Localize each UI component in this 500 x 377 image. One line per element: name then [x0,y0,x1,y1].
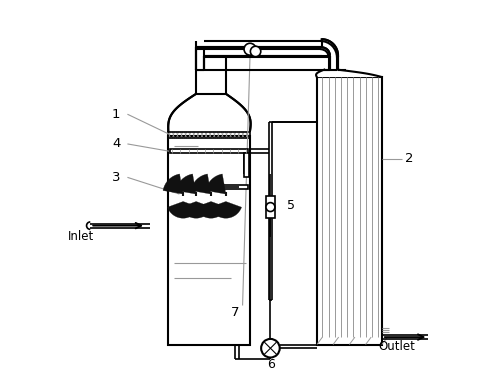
Wedge shape [180,201,212,218]
Text: Inlet: Inlet [68,230,94,243]
Circle shape [261,339,280,357]
Wedge shape [176,174,196,194]
Bar [168,132,250,138]
Bar [266,196,275,218]
Wedge shape [191,174,211,194]
Bar [317,77,382,345]
Polygon shape [196,48,338,70]
Text: 4: 4 [112,138,120,150]
Wedge shape [206,174,226,194]
Wedge shape [168,201,199,218]
Text: 1: 1 [112,108,120,121]
Circle shape [244,43,256,55]
Bar [196,70,226,94]
Polygon shape [168,94,250,131]
Bar [244,153,250,177]
Circle shape [250,46,261,57]
Circle shape [266,202,275,211]
Bar [170,149,248,153]
Polygon shape [316,70,382,77]
Text: 6: 6 [268,359,276,371]
Bar [168,136,250,345]
Text: 2: 2 [406,152,414,165]
Text: 7: 7 [231,307,239,319]
Wedge shape [163,174,183,194]
Wedge shape [210,201,242,218]
Wedge shape [196,201,226,218]
Bar [170,185,248,188]
Text: 3: 3 [112,171,120,184]
Text: Outlet: Outlet [378,340,415,353]
Text: 5: 5 [287,199,295,212]
